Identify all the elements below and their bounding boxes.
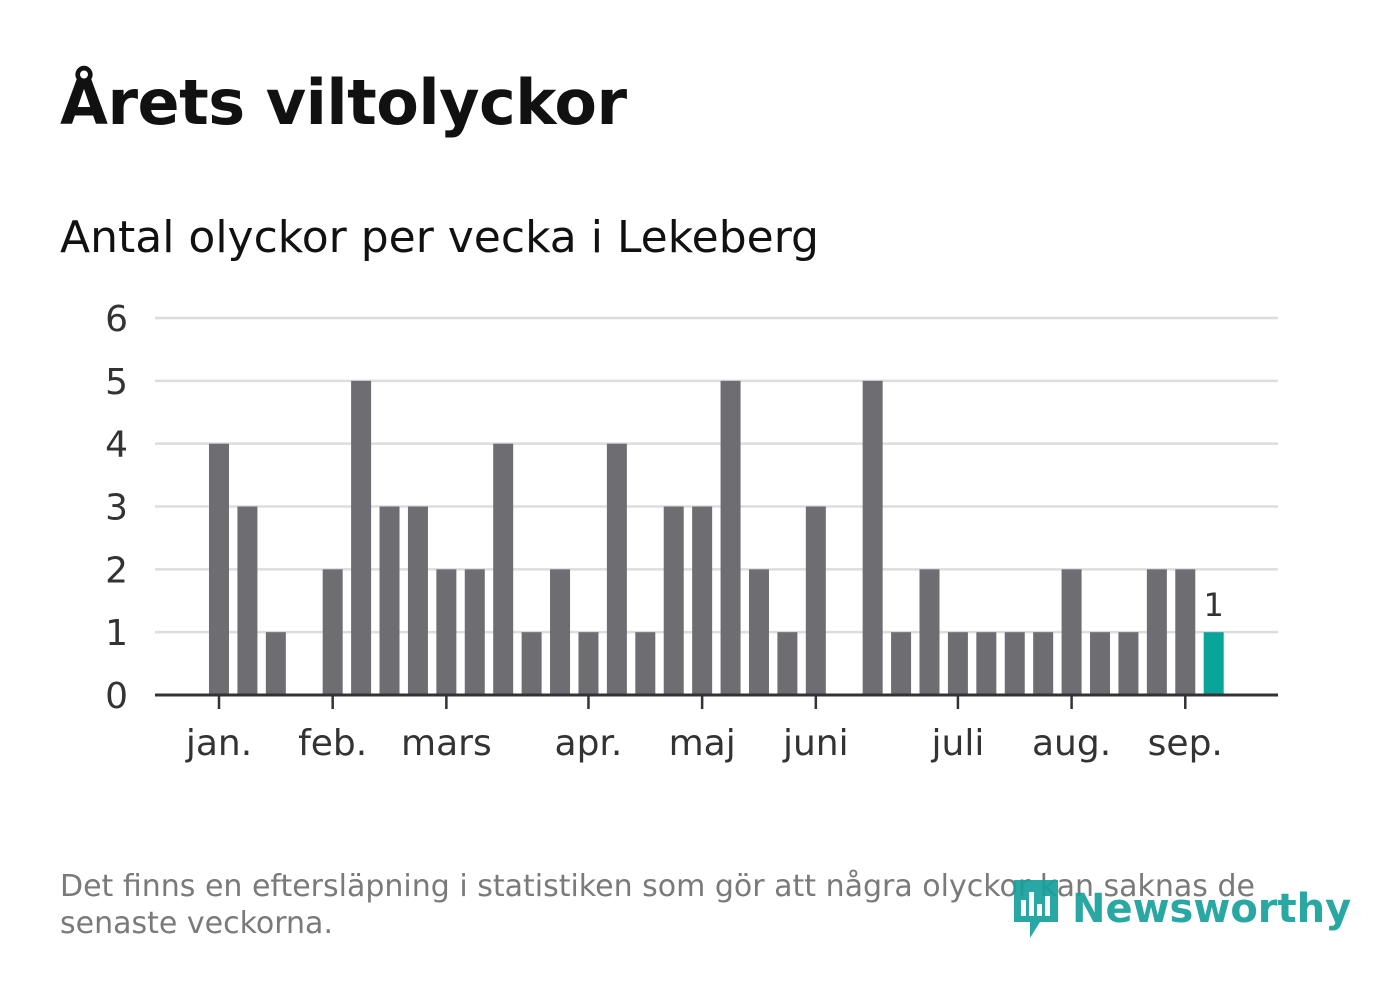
- bar: [862, 380, 883, 695]
- bar: [209, 443, 229, 695]
- chart-title: Årets viltolyckor: [60, 66, 627, 139]
- y-tick-label: 0: [105, 676, 128, 717]
- y-tick-label: 2: [105, 550, 128, 591]
- bar: [521, 632, 542, 695]
- bar: [379, 506, 400, 695]
- bar: [237, 506, 258, 695]
- bar: [578, 632, 599, 695]
- bar: [720, 380, 741, 695]
- x-tick-label: sep.: [1148, 723, 1223, 764]
- bar: [1146, 569, 1167, 695]
- bar: [1118, 632, 1139, 695]
- newsworthy-logo-icon: [1014, 880, 1058, 938]
- bar-highlight: [1203, 632, 1224, 695]
- bar: [635, 632, 656, 695]
- y-tick-label: 1: [105, 613, 128, 654]
- bar: [1004, 632, 1025, 695]
- x-tick-label: aug.: [1032, 723, 1111, 764]
- x-tick-label: mars: [401, 723, 492, 764]
- y-tick-label: 5: [105, 362, 128, 403]
- bar: [919, 569, 940, 695]
- bar: [606, 443, 627, 695]
- bar: [947, 632, 968, 695]
- newsworthy-brand-text: Newsworthy: [1072, 886, 1352, 932]
- bar: [436, 569, 457, 695]
- bar: [976, 632, 997, 695]
- x-tick-label: apr.: [555, 723, 623, 764]
- bar: [550, 569, 571, 695]
- bar: [891, 632, 912, 695]
- data-label: 1: [1204, 586, 1224, 624]
- x-tick-label: maj: [669, 723, 736, 764]
- x-tick-label: feb.: [298, 723, 367, 764]
- bar: [663, 506, 684, 695]
- bar: [692, 506, 713, 695]
- bar: [805, 506, 826, 695]
- bar: [265, 632, 286, 695]
- x-tick-label: juli: [931, 723, 985, 764]
- y-tick-label: 3: [105, 488, 128, 529]
- bar: [322, 569, 343, 695]
- bar: [407, 506, 428, 695]
- bar: [351, 380, 372, 695]
- bar: [1033, 632, 1054, 695]
- newsworthy-logo: Newsworthy: [1010, 876, 1351, 942]
- bar: [493, 443, 514, 695]
- bar: [464, 569, 485, 695]
- bar: [777, 632, 798, 695]
- x-tick-label: juni: [782, 723, 849, 764]
- bar: [1175, 569, 1196, 695]
- chart-subtitle: Antal olyckor per vecka i Lekeberg: [60, 212, 819, 263]
- y-tick-label: 6: [105, 299, 128, 340]
- x-tick-label: jan.: [185, 723, 252, 764]
- y-tick-label: 4: [105, 425, 128, 466]
- bar: [1090, 632, 1111, 695]
- bar: [1061, 569, 1082, 695]
- bar: [748, 569, 769, 695]
